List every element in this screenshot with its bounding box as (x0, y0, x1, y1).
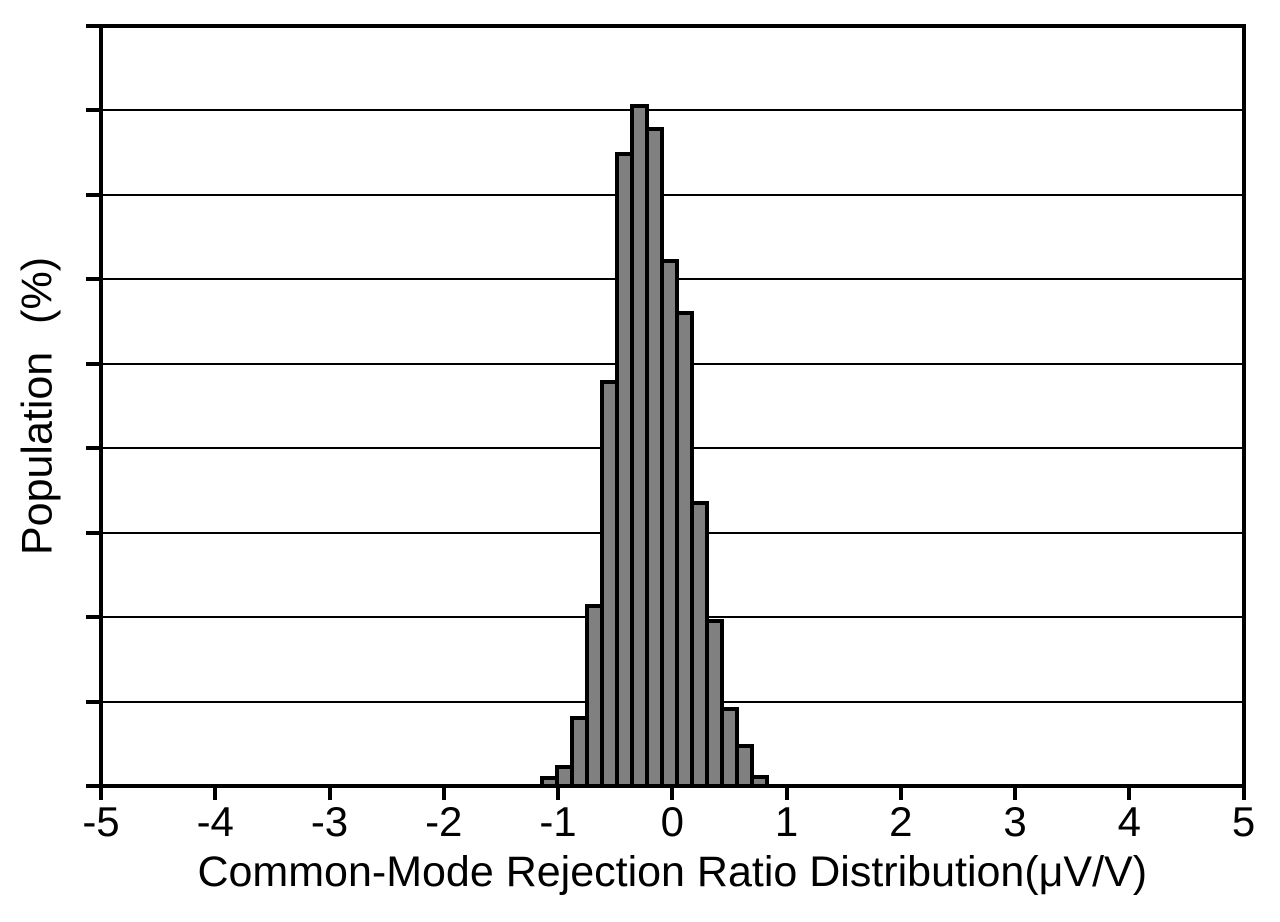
x-tick-label: 0 (660, 798, 684, 845)
x-axis-tick (898, 788, 903, 801)
x-axis-tick (99, 788, 103, 801)
histogram-bar (704, 619, 724, 789)
x-tick-label: -2 (425, 798, 463, 845)
x-tick-label: 5 (1231, 798, 1256, 845)
y-axis-tick (86, 699, 99, 704)
x-tick-label: 4 (1117, 798, 1141, 845)
y-axis-tick (86, 615, 99, 620)
x-tick-label: -4 (196, 798, 234, 845)
y-axis-tick (86, 784, 99, 789)
y-axis-tick (86, 361, 99, 366)
x-tick-label: 3 (1003, 798, 1027, 845)
x-axis-tick (670, 788, 675, 801)
x-tick-label: -1 (539, 798, 577, 845)
y-axis-tick (86, 23, 99, 28)
x-axis-tick (441, 788, 446, 801)
gridline (103, 109, 1242, 112)
y-axis-tick (86, 108, 99, 113)
y-axis-title: Population (%) (13, 256, 62, 555)
x-axis-tick (1127, 788, 1132, 801)
x-axis-tick (213, 788, 218, 801)
x-axis-tick (784, 788, 789, 801)
x-axis-tick (1013, 788, 1017, 801)
x-tick-label: -3 (310, 798, 349, 845)
y-axis-tick (86, 446, 99, 451)
histogram-bar (734, 743, 754, 789)
x-axis-title: Common-Mode Rejection Ratio Distribution… (197, 848, 1148, 896)
y-axis-tick (86, 192, 99, 197)
x-tick-label: 2 (889, 798, 913, 845)
x-axis-tick (327, 788, 332, 801)
y-axis-tick (86, 530, 99, 535)
histogram-bar (749, 775, 769, 789)
x-axis-tick (1241, 788, 1246, 801)
gridline (103, 193, 1242, 196)
x-tick-label: -5 (82, 798, 120, 845)
y-axis-tick (86, 277, 99, 282)
x-tick-label: 1 (774, 798, 799, 845)
x-axis-tick (556, 788, 560, 801)
